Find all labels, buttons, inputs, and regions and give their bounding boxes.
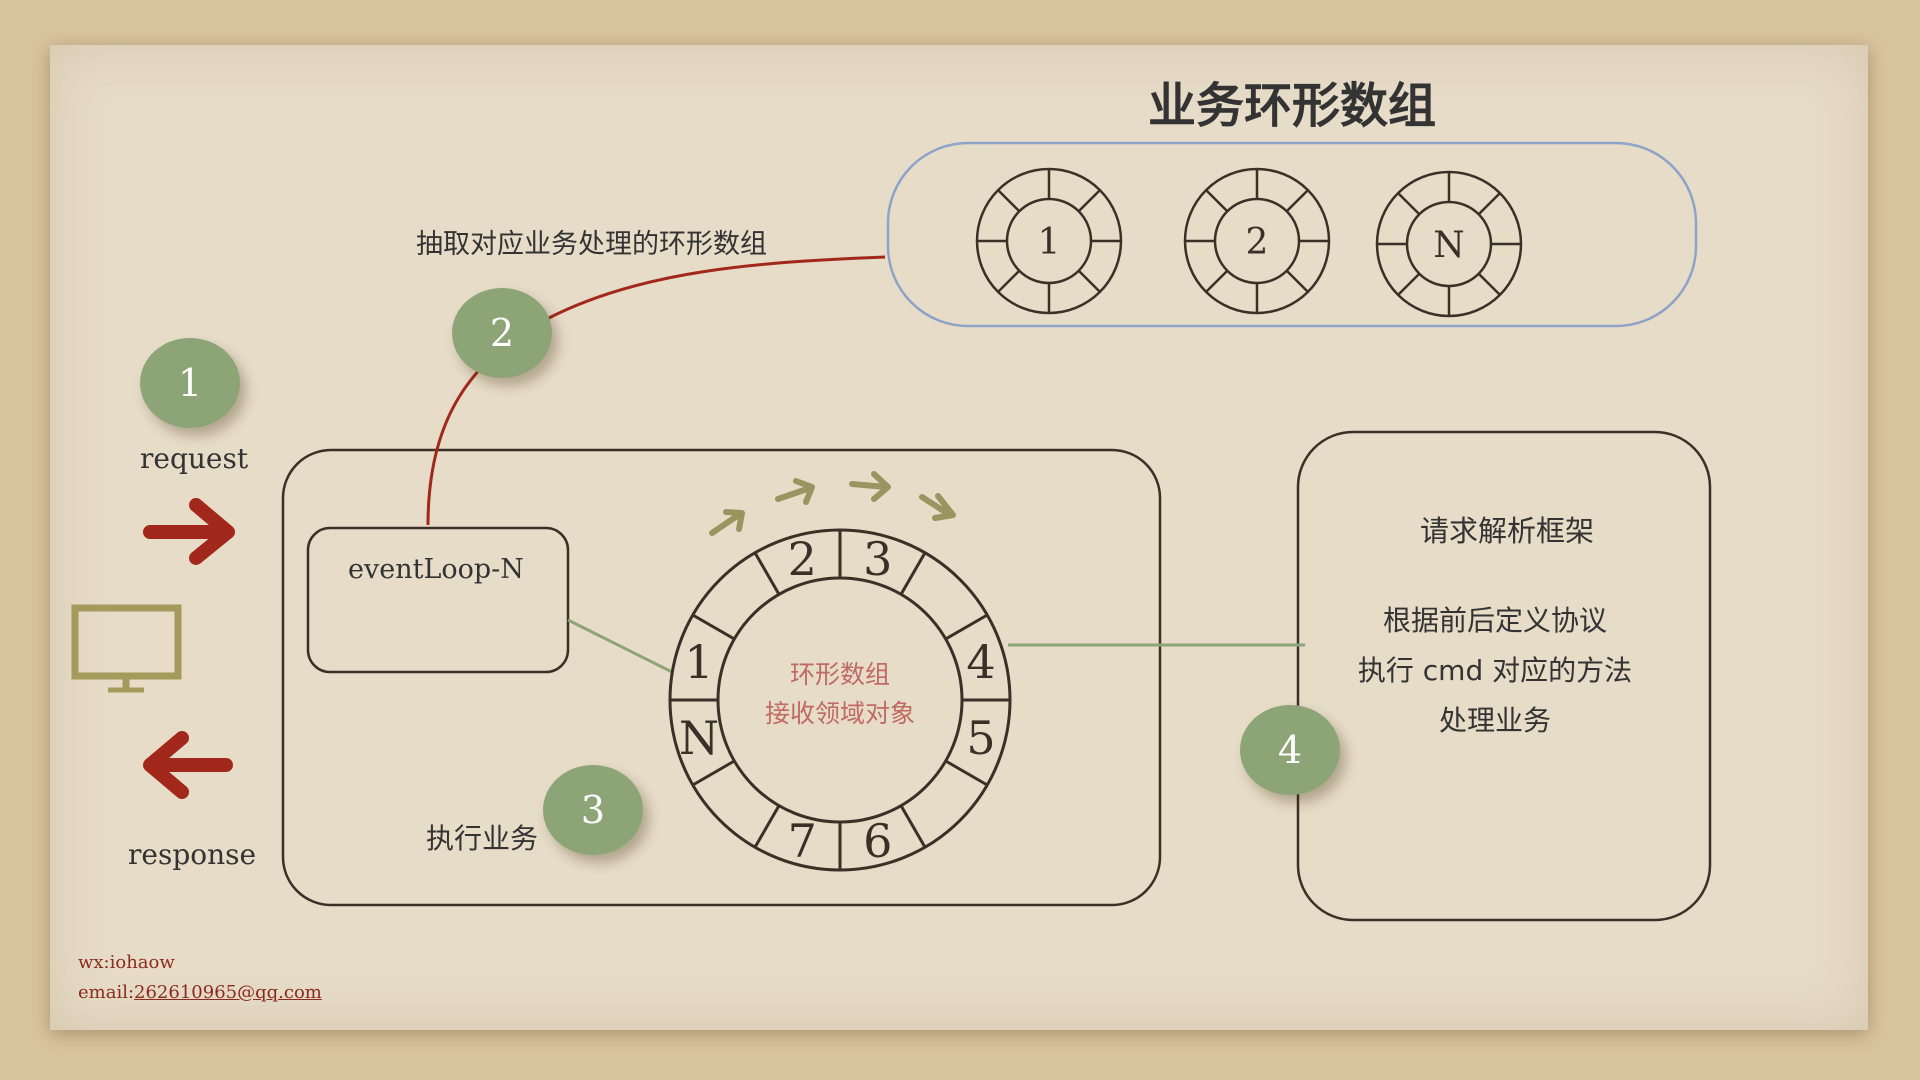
ring-slot-label-4: 4 [966, 635, 995, 689]
step-4-badge: 4 [1240, 705, 1340, 795]
business-ring-n: N [1375, 170, 1523, 318]
ring-slot-divider [692, 759, 736, 787]
eventloop-box [306, 526, 570, 674]
business-ring-label: N [1433, 225, 1465, 266]
request-framework-box [1296, 430, 1712, 922]
ring-slot-label-5: 5 [966, 711, 995, 765]
ring-slot-divider [899, 804, 927, 848]
framework-line-1: 根据前后定义协议 [1382, 604, 1607, 637]
framework-description: 根据前后定义协议 执行 cmd 对应的方法 处理业务 [1330, 596, 1660, 746]
footer-email: email:262610965@qq.com [78, 982, 322, 1003]
exec-business-label: 执行业务 [426, 822, 539, 855]
ring-slot-label-2: 2 [788, 532, 817, 586]
event-loop-container [281, 448, 1162, 907]
monitor-icon [71, 604, 182, 693]
step-1-badge: 1 [140, 338, 240, 428]
ring-center-line1: 环形数组 [789, 660, 890, 689]
flow-arrow-icon [709, 471, 956, 536]
ring-slot-label-1: 1 [684, 635, 713, 689]
framework-title: 请求解析框架 [1420, 514, 1595, 548]
response-label: response [128, 838, 257, 871]
business-ring-1: 1 [975, 167, 1123, 315]
business-ring-2: 2 [1183, 167, 1331, 315]
framework-line-3: 处理业务 [1438, 704, 1551, 737]
page-title: 业务环形数组 [1148, 78, 1437, 134]
business-rings-container [886, 141, 1698, 328]
ring-slot-divider [944, 759, 988, 787]
eventloop-label: eventLoop-N [348, 554, 524, 585]
ring-slot-label-n: N [679, 711, 719, 765]
step-2-badge: 2 [452, 288, 552, 378]
ring-slot-divider [753, 804, 781, 848]
response-arrow-icon [143, 731, 233, 799]
ring-slot-divider [753, 552, 781, 596]
framework-line-2: 执行 cmd 对应的方法 [1357, 654, 1633, 687]
ring-center-text: 环形数组 接收领域对象 [700, 655, 980, 733]
request-label: request [140, 442, 249, 475]
ring-slot-label-3: 3 [863, 532, 892, 586]
footer-email-prefix: email: [78, 982, 135, 1003]
ring-slot-divider [944, 613, 988, 641]
business-ring-label: 2 [1246, 222, 1269, 263]
request-arrow-icon [143, 498, 235, 565]
ring-slot-label-6: 6 [863, 814, 892, 868]
ring-slot-divider [692, 613, 736, 641]
step-3-badge: 3 [543, 765, 643, 855]
ring-slot-label-7: 7 [788, 814, 817, 868]
paper-background [50, 45, 1868, 1030]
eventloop-ring-connector [567, 618, 673, 674]
footer-wx: wx:iohaow [78, 952, 175, 973]
footer-email-link[interactable]: 262610965@qq.com [134, 982, 322, 1003]
business-ring-label: 1 [1038, 222, 1061, 263]
extract-label: 抽取对应业务处理的环形数组 [416, 229, 767, 260]
ring-slot-divider [899, 552, 927, 596]
ring-center-line2: 接收领域对象 [764, 699, 915, 728]
